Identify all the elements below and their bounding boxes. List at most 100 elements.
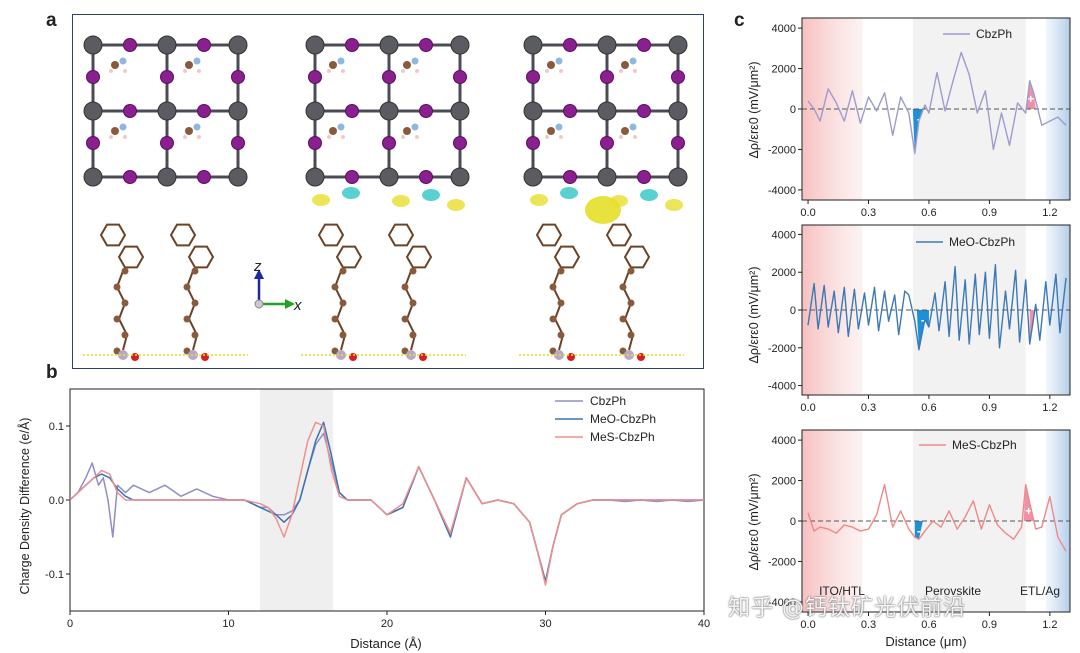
iodine-atom <box>308 70 322 84</box>
iodine-atom <box>671 70 685 84</box>
carbon-atom <box>621 61 629 69</box>
lead-atom <box>597 35 617 55</box>
oxygen-atom <box>131 353 139 361</box>
chart-c3-ytick-label: 4000 <box>772 435 796 447</box>
chart-c3-mes-cbzph-potential: - +4000 2000 0 -2000 -4000 0.0 0.3 0.6 0.9 1.2 Δρ/… <box>747 429 1071 649</box>
charge-isosurface <box>447 199 465 211</box>
structure-group-1 <box>83 35 248 361</box>
hydrogen-atom <box>415 135 419 139</box>
charge-isosurface <box>665 199 683 211</box>
chart-b-xlabel: Distance (Å) <box>350 636 422 651</box>
chart-c2-ytick-label: -2000 <box>768 343 796 355</box>
hydrogen-atom <box>183 69 187 73</box>
iodine-atom <box>671 136 685 150</box>
hydrogen-atom <box>559 135 563 139</box>
benzene-ring <box>117 245 145 269</box>
chart-c1-xtick-label: 0.3 <box>861 207 876 219</box>
chart-b-ytick-label: 0.1 <box>49 421 64 433</box>
iodine-atom <box>563 104 577 118</box>
carbon-atom <box>627 267 635 275</box>
chart-c2-xtick-label: 1.2 <box>1042 402 1057 414</box>
carbon-atom <box>403 61 411 69</box>
chart-b-xtick-label: 10 <box>222 618 234 630</box>
hydrogen-atom <box>633 69 637 73</box>
carbon-atom <box>401 283 409 291</box>
hydrogen-atom <box>183 135 187 139</box>
carbon-atom <box>557 299 565 307</box>
iodine-atom <box>382 136 396 150</box>
chart-c3-xtick-label: 1.2 <box>1042 619 1057 631</box>
chart-c3-ytick-label: -4000 <box>768 597 796 609</box>
lead-atom <box>157 167 177 187</box>
legend-label-mes-cbzph: MeS-CbzPh <box>590 430 655 444</box>
region-label-ito-htl: ITO/HTL <box>819 584 865 598</box>
carbon-atom <box>329 127 337 135</box>
lead-atom <box>228 101 248 121</box>
nitrogen-atom <box>411 57 419 65</box>
legend-label-c2: MeO-CbzPh <box>949 235 1015 249</box>
chart-c2-negative-fill-sign: - <box>921 313 925 327</box>
iodine-atom <box>419 38 433 52</box>
axis-origin <box>254 299 264 309</box>
iodine-atom <box>231 70 245 84</box>
structure-group-2 <box>301 35 470 361</box>
chart-b-series-meo-cbzph <box>69 421 704 583</box>
chart-c3-negative-fill <box>914 521 923 540</box>
chart-c3-xlabel: Distance (μm) <box>885 634 966 649</box>
lead-atom <box>597 101 617 121</box>
iodine-atom <box>345 104 359 118</box>
lead-atom <box>83 35 103 55</box>
chart-c3-negative-fill-sign: - <box>917 524 921 538</box>
carbon-atom <box>549 315 557 323</box>
carbon-atom <box>547 61 555 69</box>
chart-c2-positive-fill <box>1029 304 1038 344</box>
carbon-atom <box>627 331 635 339</box>
carbon-atom <box>619 283 627 291</box>
panel-letter-c: c <box>734 10 745 31</box>
carbon-atom <box>409 331 417 339</box>
carbon-atom <box>339 331 347 339</box>
region-label-perovskite: Perovskite <box>925 584 981 598</box>
charge-isosurface <box>422 189 440 201</box>
carbon-atom <box>113 283 121 291</box>
chart-c2-xtick-label: 0.0 <box>800 402 815 414</box>
nitrogen-atom <box>193 123 201 131</box>
chart-b-shaded-region <box>260 389 334 611</box>
chart-c2-positive-fill-sign: + <box>1030 293 1037 307</box>
legend-label-meo-cbzph: MeO-CbzPh <box>590 412 656 426</box>
chart-b-legend: CbzPh MeO-CbzPh MeS-CbzPh <box>555 394 656 444</box>
iodine-atom <box>197 38 211 52</box>
nitrogen-atom <box>629 123 637 131</box>
carbon-atom <box>111 61 119 69</box>
carbon-atom <box>111 127 119 135</box>
lead-atom <box>668 167 688 187</box>
chart-b-xtick-label: 40 <box>698 618 710 630</box>
x-axis-arrowhead <box>285 299 295 309</box>
carbon-atom <box>619 315 627 323</box>
chart-c3-positive-fill-sign: + <box>1025 504 1032 518</box>
iodine-atom <box>563 38 577 52</box>
carbon-atom <box>401 315 409 323</box>
chart-b-charge-density: 0 10 20 30 40 0.1 0.0 -0.1 Distance (Å) Charge … <box>17 388 710 651</box>
chart-c3-ylabel: Δρ/εrε0 (mV/μm²) <box>747 474 761 571</box>
carbon-atom <box>121 299 129 307</box>
iodine-atom <box>197 104 211 118</box>
chart-c1-positive-fill <box>1025 80 1036 113</box>
benzene-ring <box>99 223 127 247</box>
chart-c1-xtick-label: 0.6 <box>921 207 936 219</box>
carbon-atom <box>557 267 565 275</box>
chart-c3-xtick-label: 0.0 <box>800 619 815 631</box>
hydrogen-atom <box>401 135 405 139</box>
lead-atom <box>228 35 248 55</box>
hydrogen-atom <box>545 69 549 73</box>
iodine-atom <box>526 70 540 84</box>
nitrogen-atom <box>411 123 419 131</box>
chart-c2-xtick-label: 0.9 <box>982 402 997 414</box>
chart-b-series-cbzph <box>69 432 705 583</box>
benzene-ring <box>405 245 433 269</box>
chart-c1-ytick-label: 0 <box>790 104 796 116</box>
chart-c2-ytick-label: 2000 <box>772 267 796 279</box>
charge-isosurface-large <box>585 196 621 224</box>
hydrogen-atom <box>341 135 345 139</box>
carbon-atom <box>409 267 417 275</box>
